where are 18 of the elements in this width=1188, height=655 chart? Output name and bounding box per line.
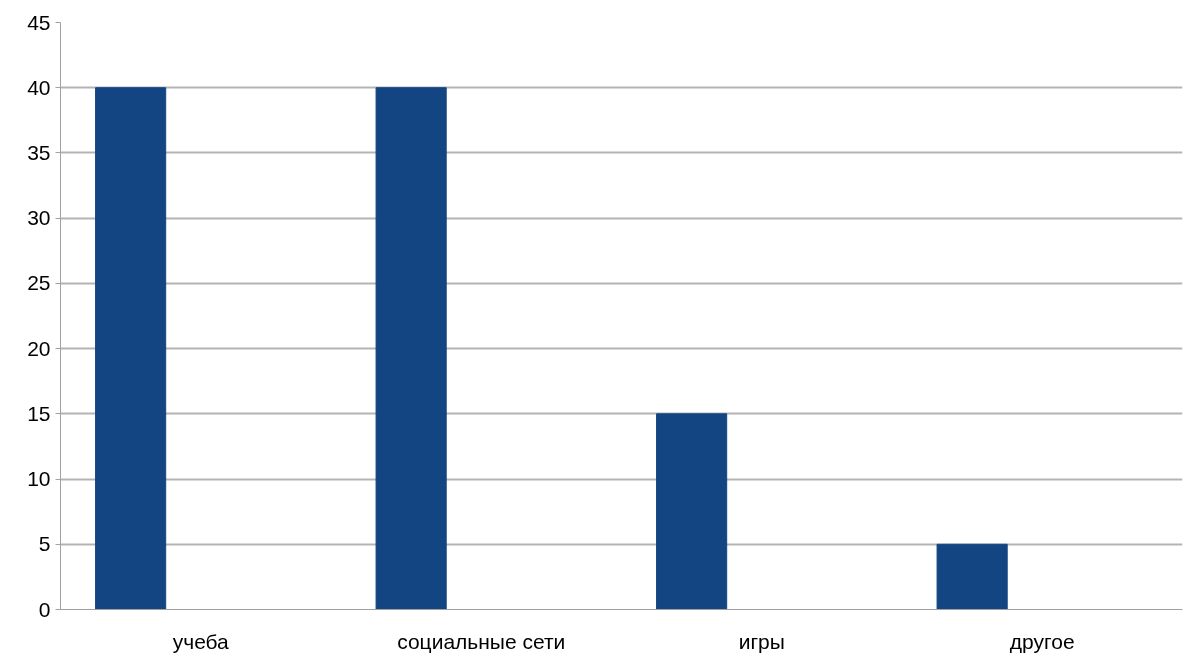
x-tick-label: социальные сети [397,629,566,653]
y-tick-label: 15 [27,401,51,425]
y-tick-label: 20 [27,336,51,360]
bar [656,413,728,610]
y-tick-label: 35 [27,140,51,164]
y-tick-label: 25 [27,271,51,295]
bar [936,543,1008,610]
y-tick-label: 45 [27,10,51,34]
y-tick-label: 5 [38,532,51,556]
y-tick-label: 10 [27,467,51,491]
bar [95,87,167,610]
x-tick-label: игры [738,629,785,653]
bar [375,87,447,610]
y-tick-label: 30 [27,206,51,230]
x-tick-label: другое [1009,629,1075,653]
x-tick-label: учеба [172,629,230,653]
y-tick-label: 40 [27,75,51,99]
y-tick-label: 0 [38,597,51,621]
